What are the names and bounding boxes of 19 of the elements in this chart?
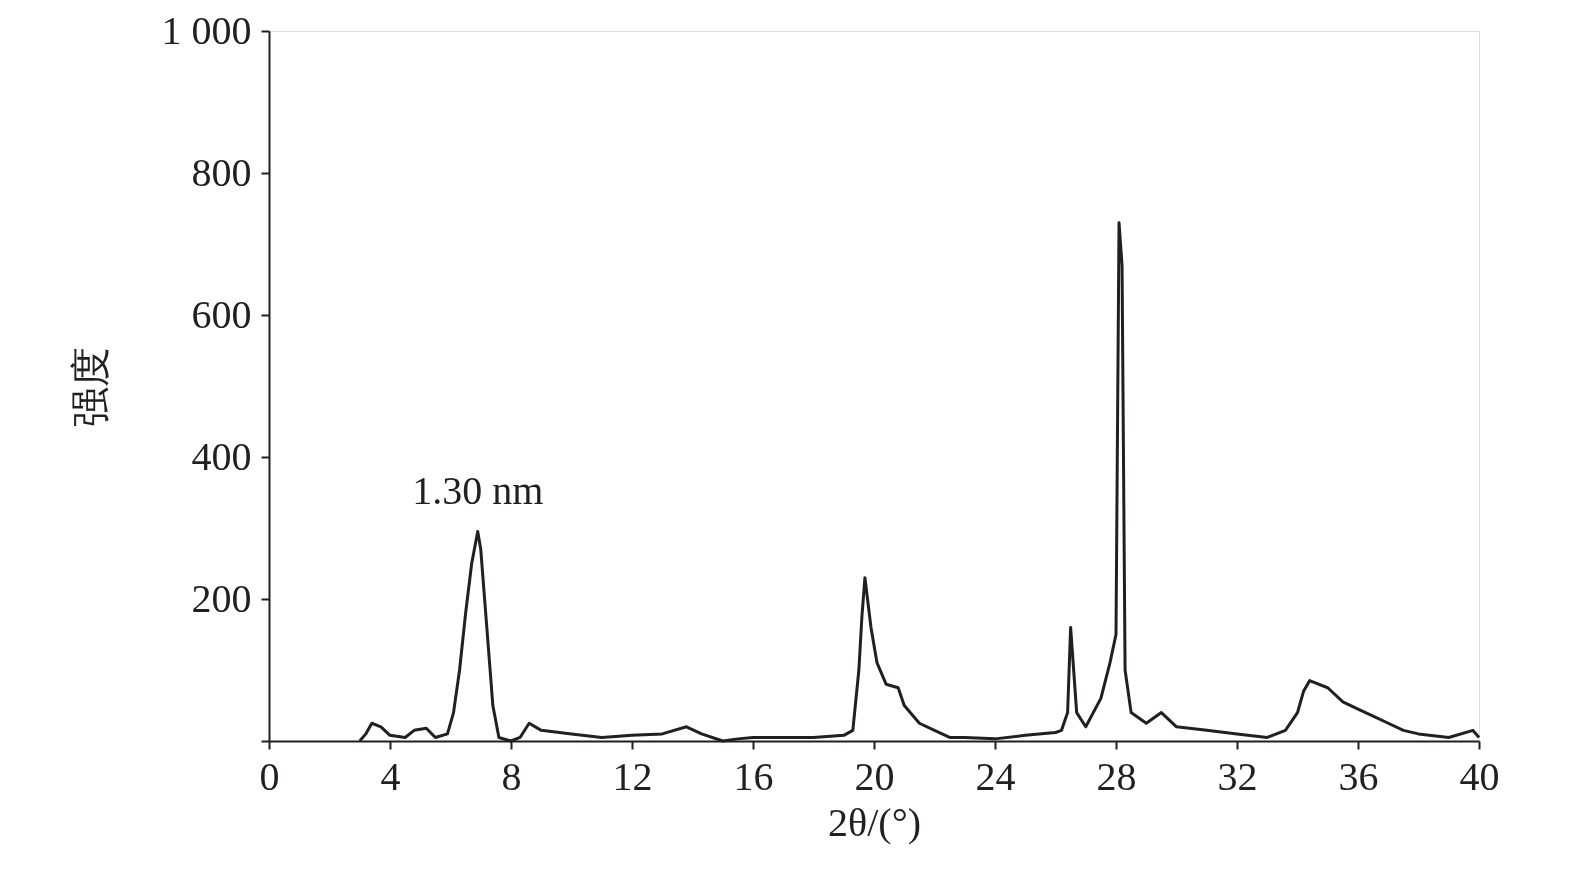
y-tick-label: 200	[191, 575, 252, 621]
x-tick-label: 12	[612, 753, 653, 799]
y-tick-label: 600	[191, 291, 252, 337]
x-tick-label: 4	[380, 753, 401, 799]
x-tick-label: 40	[1459, 753, 1500, 799]
x-tick-label: 20	[854, 753, 895, 799]
x-tick-label: 28	[1096, 753, 1137, 799]
x-tick-label: 8	[501, 753, 522, 799]
annotation: 1.30 nm	[412, 467, 544, 513]
x-tick-label: 16	[733, 753, 774, 799]
x-tick-label: 32	[1217, 753, 1258, 799]
x-tick-label: 36	[1338, 753, 1379, 799]
y-tick-label: 1 000	[161, 7, 252, 53]
x-tick-label: 0	[259, 753, 280, 799]
x-tick-label: 24	[975, 753, 1016, 799]
y-tick-label: 400	[191, 433, 252, 479]
y-axis-title: 强度	[66, 346, 113, 427]
x-axis-title: 2θ/(°)	[828, 799, 921, 845]
y-tick-label: 800	[191, 149, 252, 195]
